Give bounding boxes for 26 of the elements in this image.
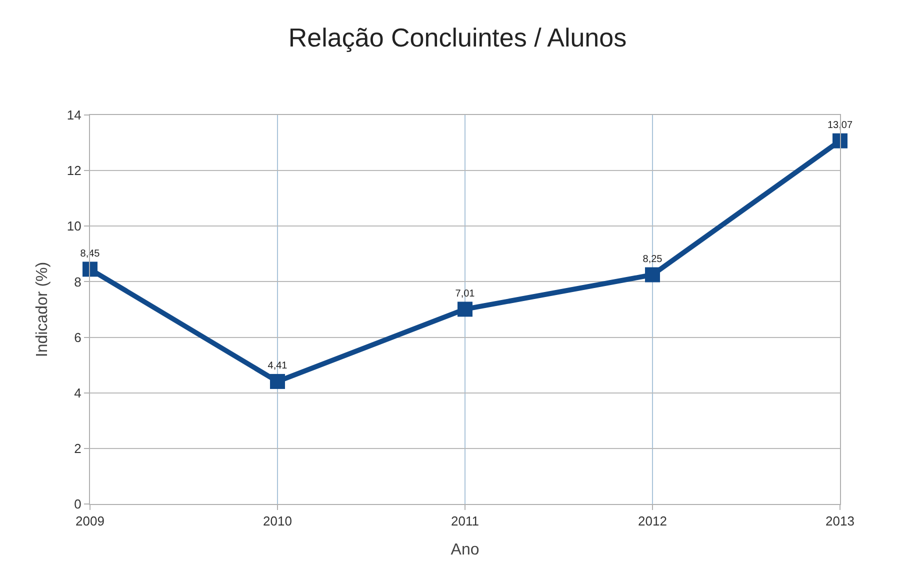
point (832, 133, 848, 148)
data-label: 4,41 (268, 360, 288, 372)
point (270, 374, 285, 389)
data-label: 8,45 (80, 248, 100, 260)
chart-title: Relação Concluintes / Alunos (288, 22, 627, 53)
y-tick-label: 0 (74, 496, 82, 512)
point (82, 262, 98, 277)
y-tick-label: 4 (74, 385, 82, 400)
y-tick-label: 2 (74, 440, 82, 456)
y-tick-label: 10 (66, 218, 82, 234)
x-tick-label: 2009 (76, 514, 104, 529)
data-label: 13,07 (827, 120, 853, 131)
data-label: 7,01 (455, 288, 476, 300)
y-tick-label: 8 (74, 274, 82, 290)
data-label: 8,25 (642, 254, 663, 265)
x-axis-title: Ano (450, 541, 480, 558)
point (458, 302, 472, 317)
y-axis-title: Indicador (%) (34, 262, 51, 358)
x-tick-label: 2012 (638, 514, 667, 529)
y-tick-label: 12 (66, 163, 82, 178)
x-tick-label: 2011 (451, 514, 479, 529)
y-tick-label: 6 (74, 330, 82, 345)
y-tick-label: 14 (66, 108, 82, 123)
point (645, 267, 660, 282)
x-tick-label: 2013 (826, 514, 854, 529)
x-tick-label: 2010 (263, 514, 292, 529)
